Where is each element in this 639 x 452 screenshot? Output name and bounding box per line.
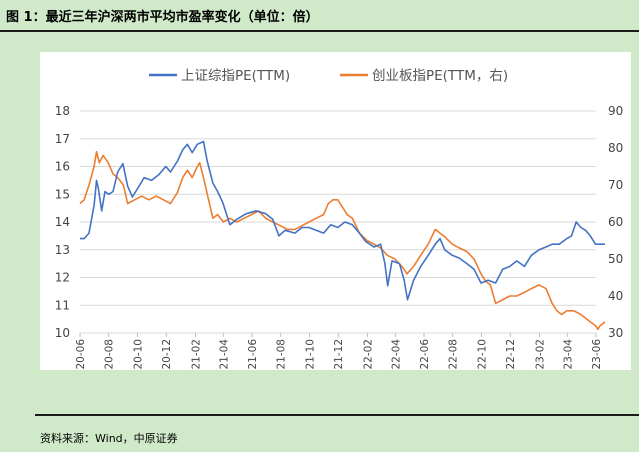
x-tick-label: 2022-12 xyxy=(505,339,517,370)
figure-title: 图 1：最近三年沪深两市平均市盈率变化（单位：倍） xyxy=(6,10,319,25)
right-tick-label: 90 xyxy=(608,104,623,118)
chart-panel: 2020-06 2020-08 2020-10 2020-12 2021-02 2021-… xyxy=(40,52,631,383)
x-tick-label: 2021-02 xyxy=(190,339,202,370)
x-tick-label: 2020-08 xyxy=(104,339,116,370)
right-tick-label: 60 xyxy=(608,215,623,229)
x-tick-label: 2022-10 xyxy=(476,339,488,370)
chinext-pe-line xyxy=(79,150,606,331)
left-y-axis-ticks: 10 11 12 13 14 15 16 17 18 xyxy=(55,104,70,340)
right-tick-label: 40 xyxy=(608,289,623,303)
right-tick-label: 50 xyxy=(608,252,623,266)
left-tick-label: 12 xyxy=(55,271,70,285)
left-tick-label: 15 xyxy=(55,187,70,201)
x-tick-label: 2020-12 xyxy=(161,339,173,370)
left-tick-label: 16 xyxy=(55,160,70,174)
bottom-divider xyxy=(35,414,639,416)
x-tick-label: 2023-02 xyxy=(534,339,546,370)
x-tick-label: 2023-04 xyxy=(562,339,574,370)
source-note: 资料来源：Wind，中原证券 xyxy=(40,432,178,445)
left-tick-label: 13 xyxy=(55,243,70,257)
x-tick-label: 2021-08 xyxy=(276,339,288,370)
x-axis-ticks: 2020-06 2020-08 2020-10 2020-12 2021-02 2021-… xyxy=(75,333,603,383)
pe-line-chart: 2020-06 2020-08 2020-10 2020-12 2021-02 2021-… xyxy=(55,68,624,383)
x-tick-label: 2021-06 xyxy=(247,339,259,370)
legend: 上证综指PE(TTM) 创业板指PE(TTM，右) xyxy=(149,68,508,84)
x-tick-label: 2020-10 xyxy=(132,339,144,370)
grid-lines xyxy=(80,110,596,334)
x-tick-label: 2021-10 xyxy=(304,339,316,370)
top-divider xyxy=(0,30,639,32)
x-tick-label: 2021-12 xyxy=(333,339,345,370)
x-tick-label: 2022-06 xyxy=(419,339,431,370)
left-tick-label: 17 xyxy=(55,132,70,146)
right-y-axis-ticks: 30 40 50 60 70 80 90 xyxy=(608,104,623,340)
legend-label: 创业板指PE(TTM，右) xyxy=(372,68,508,84)
x-tick-label: 2020-06 xyxy=(75,339,87,370)
x-tick-label: 2021-04 xyxy=(218,339,230,370)
left-tick-label: 14 xyxy=(55,215,70,229)
x-tick-label: 2022-08 xyxy=(448,339,460,370)
right-tick-label: 80 xyxy=(608,141,623,155)
legend-label: 上证综指PE(TTM) xyxy=(181,68,290,84)
x-tick-label: 2023-06 xyxy=(591,339,603,370)
left-tick-label: 18 xyxy=(55,104,70,118)
right-tick-label: 30 xyxy=(608,326,623,340)
shanghai-pe-line xyxy=(80,140,605,301)
left-tick-label: 10 xyxy=(55,326,70,340)
x-tick-label: 2022-04 xyxy=(390,339,402,370)
right-tick-label: 70 xyxy=(608,178,623,192)
left-tick-label: 11 xyxy=(55,298,70,312)
series-lines xyxy=(79,140,606,331)
x-tick-label: 2022-02 xyxy=(362,339,374,370)
